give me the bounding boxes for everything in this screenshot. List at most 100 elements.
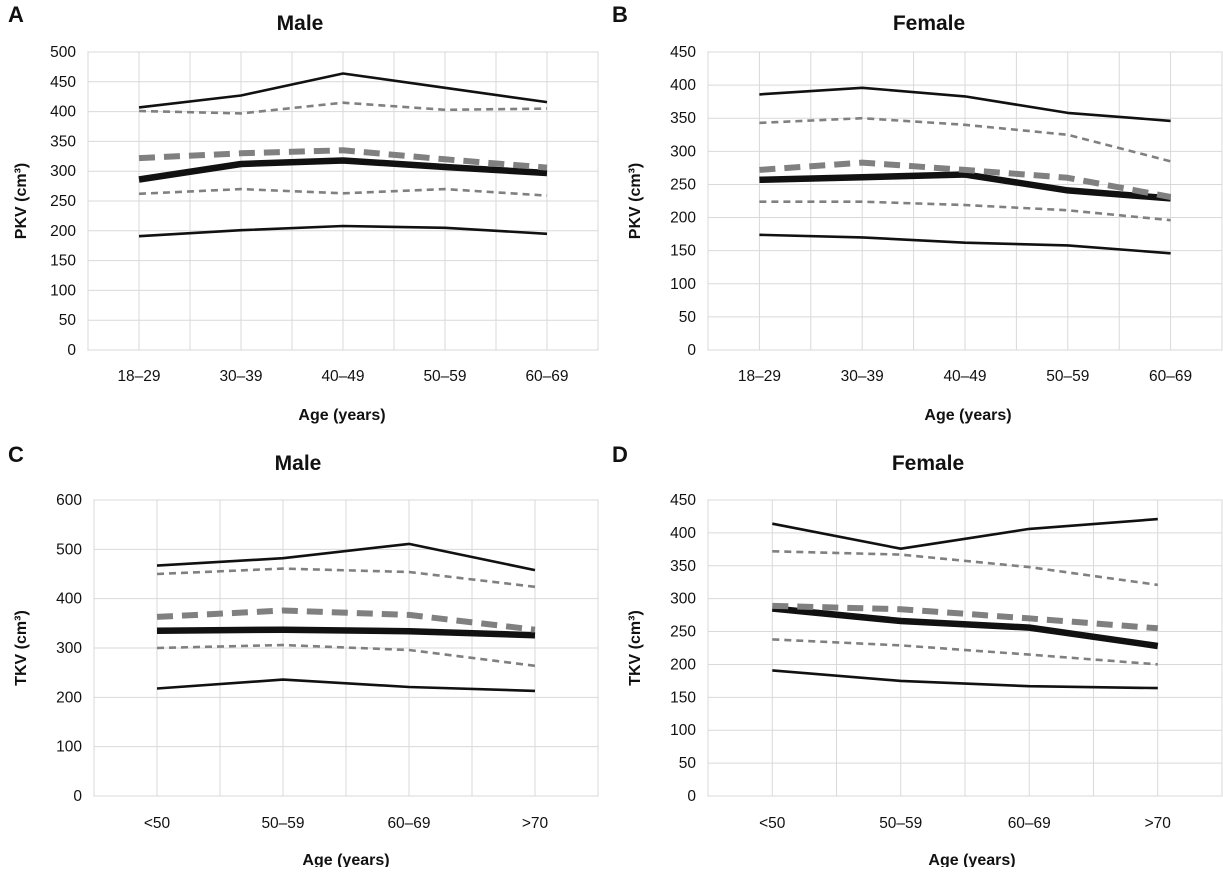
- chart-panel-b: 0 50 100 150 200 250 300 350 400 450 18–29 30–39 40–…: [612, 0, 1223, 440]
- series-line-6: [759, 86, 1171, 123]
- series-line-1: [759, 233, 1171, 255]
- y-tick-label: 350: [670, 110, 696, 127]
- y-tick-label: 100: [670, 276, 696, 293]
- y-tick-label: 50: [679, 755, 697, 772]
- chart-panel-c: 0 100 200 300 400 500 600 <50 50–59 60–69 >70 C Male…: [0, 440, 611, 872]
- x-tick-label: 30–39: [841, 368, 884, 385]
- x-tick-label: 50–59: [261, 815, 304, 832]
- x-tick-label: 50–59: [879, 815, 922, 832]
- x-tick-label: <50: [759, 815, 786, 832]
- series-line-4: [156, 607, 536, 633]
- x-tick-label: 40–49: [943, 368, 986, 385]
- series-line-5: [772, 550, 1158, 587]
- y-tick-label: 200: [56, 689, 82, 706]
- y-tick-label: 250: [670, 624, 696, 641]
- y-tick-label: 450: [670, 492, 696, 509]
- y-tick-label: 350: [50, 133, 76, 150]
- y-tick-label: 450: [670, 44, 696, 61]
- y-tick-label: 350: [670, 558, 696, 575]
- y-tick-label: 400: [670, 525, 696, 542]
- series-line-3: [759, 171, 1171, 202]
- series-line-5: [138, 101, 548, 115]
- panel-letter: B: [612, 2, 628, 27]
- y-tick-label: 0: [687, 788, 696, 805]
- y-axis-label: TKV (cm³): [627, 610, 644, 686]
- y-tick-label: 300: [670, 143, 696, 160]
- y-tick-label: 0: [73, 788, 82, 805]
- y-tick-label: 150: [50, 253, 76, 270]
- y-tick-label: 450: [50, 74, 76, 91]
- y-tick-label: 250: [50, 193, 76, 210]
- y-tick-label: 200: [50, 223, 76, 240]
- x-tick-label: <50: [144, 815, 171, 832]
- x-axis-label: Age (years): [928, 852, 1015, 867]
- chart-a-svg: 0 50 100 150 200 250 300 350 400 450 500 18–29 30–39…: [8, 2, 599, 424]
- series-line-2: [759, 200, 1171, 222]
- y-axis-label: TKV (cm³): [13, 610, 30, 686]
- y-tick-label: 100: [56, 739, 82, 756]
- series-line-1: [772, 669, 1158, 690]
- y-axis-label: PKV (cm³): [627, 163, 644, 239]
- y-tick-label: 500: [56, 541, 82, 558]
- panel-letter: D: [612, 442, 628, 467]
- x-axis-label: Age (years): [302, 852, 389, 867]
- series-line-4: [759, 159, 1172, 200]
- panel-letter: C: [8, 442, 24, 467]
- series-line-3: [156, 626, 536, 639]
- x-axis-label: Age (years): [924, 407, 1011, 424]
- x-tick-label: 60–69: [1008, 815, 1051, 832]
- y-tick-label: 150: [670, 243, 696, 260]
- series-line-5: [156, 567, 536, 589]
- x-axis-label: Age (years): [298, 407, 385, 424]
- y-tick-label: 150: [670, 689, 696, 706]
- series-line-6: [156, 542, 536, 572]
- y-tick-label: 250: [670, 176, 696, 193]
- x-tick-label: 60–69: [1149, 368, 1192, 385]
- x-tick-label: 50–59: [423, 368, 466, 385]
- y-tick-label: 500: [50, 44, 76, 61]
- y-tick-label: 50: [679, 309, 697, 326]
- x-tick-label: 40–49: [321, 368, 364, 385]
- chart-c-svg: 0 100 200 300 400 500 600 <50 50–59 60–69 >70 C Male…: [8, 442, 599, 869]
- x-tick-label: >70: [522, 815, 549, 832]
- series-line-1: [138, 224, 548, 238]
- x-tick-label: 18–29: [738, 368, 781, 385]
- series-line-2: [772, 638, 1158, 666]
- series-line-6: [138, 72, 548, 109]
- series-line-3: [138, 157, 548, 183]
- chart-panel-a: 0 50 100 150 200 250 300 350 400 450 500 18–29 30–39…: [0, 0, 611, 440]
- series-line-4: [138, 147, 548, 171]
- series-line-2: [138, 187, 548, 197]
- series-line-2: [156, 643, 536, 668]
- y-axis-label: PKV (cm³): [13, 163, 30, 239]
- x-tick-label: 60–69: [387, 815, 430, 832]
- chart-d-svg: 0 50 100 150 200 250 300 350 400 450 <50 50–59 60–69…: [612, 442, 1223, 869]
- y-tick-label: 300: [670, 591, 696, 608]
- series-line-6: [772, 517, 1158, 550]
- x-tick-label: 60–69: [525, 368, 568, 385]
- panel-letter: A: [8, 2, 24, 27]
- chart-title: Female: [893, 12, 965, 35]
- y-tick-label: 400: [50, 104, 76, 121]
- y-tick-label: 600: [56, 492, 82, 509]
- chart-title: Male: [275, 452, 322, 475]
- x-tick-label: 50–59: [1046, 368, 1089, 385]
- y-tick-label: 200: [670, 656, 696, 673]
- y-tick-label: 0: [67, 342, 76, 359]
- y-tick-label: 400: [670, 77, 696, 94]
- chart-b-svg: 0 50 100 150 200 250 300 350 400 450 18–29 30–39 40–…: [612, 2, 1223, 424]
- series-line-5: [759, 116, 1171, 163]
- y-tick-label: 400: [56, 591, 82, 608]
- series-line-3: [771, 605, 1159, 650]
- chart-title: Female: [892, 452, 964, 475]
- x-tick-label: 18–29: [117, 368, 160, 385]
- y-tick-label: 100: [670, 722, 696, 739]
- series-line-1: [156, 678, 536, 693]
- y-tick-label: 300: [56, 640, 82, 657]
- series-line-4: [772, 602, 1159, 632]
- chart-title: Male: [277, 12, 324, 35]
- x-tick-label: 30–39: [219, 368, 262, 385]
- y-tick-label: 50: [59, 312, 77, 329]
- y-tick-label: 200: [670, 210, 696, 227]
- y-tick-label: 100: [50, 282, 76, 299]
